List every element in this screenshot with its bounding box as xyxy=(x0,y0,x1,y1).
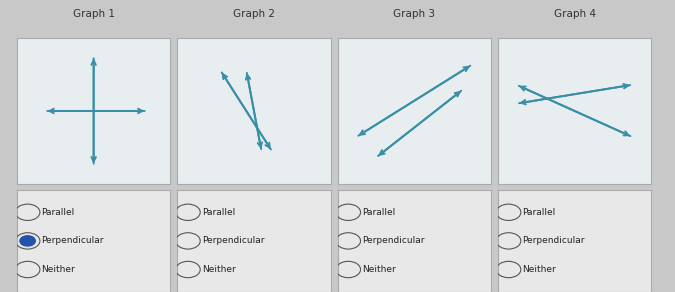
Text: Perpendicular: Perpendicular xyxy=(41,237,104,245)
Text: Parallel: Parallel xyxy=(362,208,396,217)
Text: Neither: Neither xyxy=(362,265,396,274)
Circle shape xyxy=(20,236,35,246)
Text: Perpendicular: Perpendicular xyxy=(202,237,264,245)
Text: Parallel: Parallel xyxy=(41,208,75,217)
Text: Neither: Neither xyxy=(41,265,75,274)
Text: Graph 1: Graph 1 xyxy=(73,9,115,19)
Text: Parallel: Parallel xyxy=(522,208,556,217)
Text: Graph 4: Graph 4 xyxy=(554,9,595,19)
Text: Neither: Neither xyxy=(522,265,556,274)
Text: Graph 2: Graph 2 xyxy=(233,9,275,19)
Text: Graph 3: Graph 3 xyxy=(394,9,435,19)
Text: Parallel: Parallel xyxy=(202,208,235,217)
Text: Perpendicular: Perpendicular xyxy=(362,237,425,245)
Text: Perpendicular: Perpendicular xyxy=(522,237,585,245)
Text: Neither: Neither xyxy=(202,265,236,274)
